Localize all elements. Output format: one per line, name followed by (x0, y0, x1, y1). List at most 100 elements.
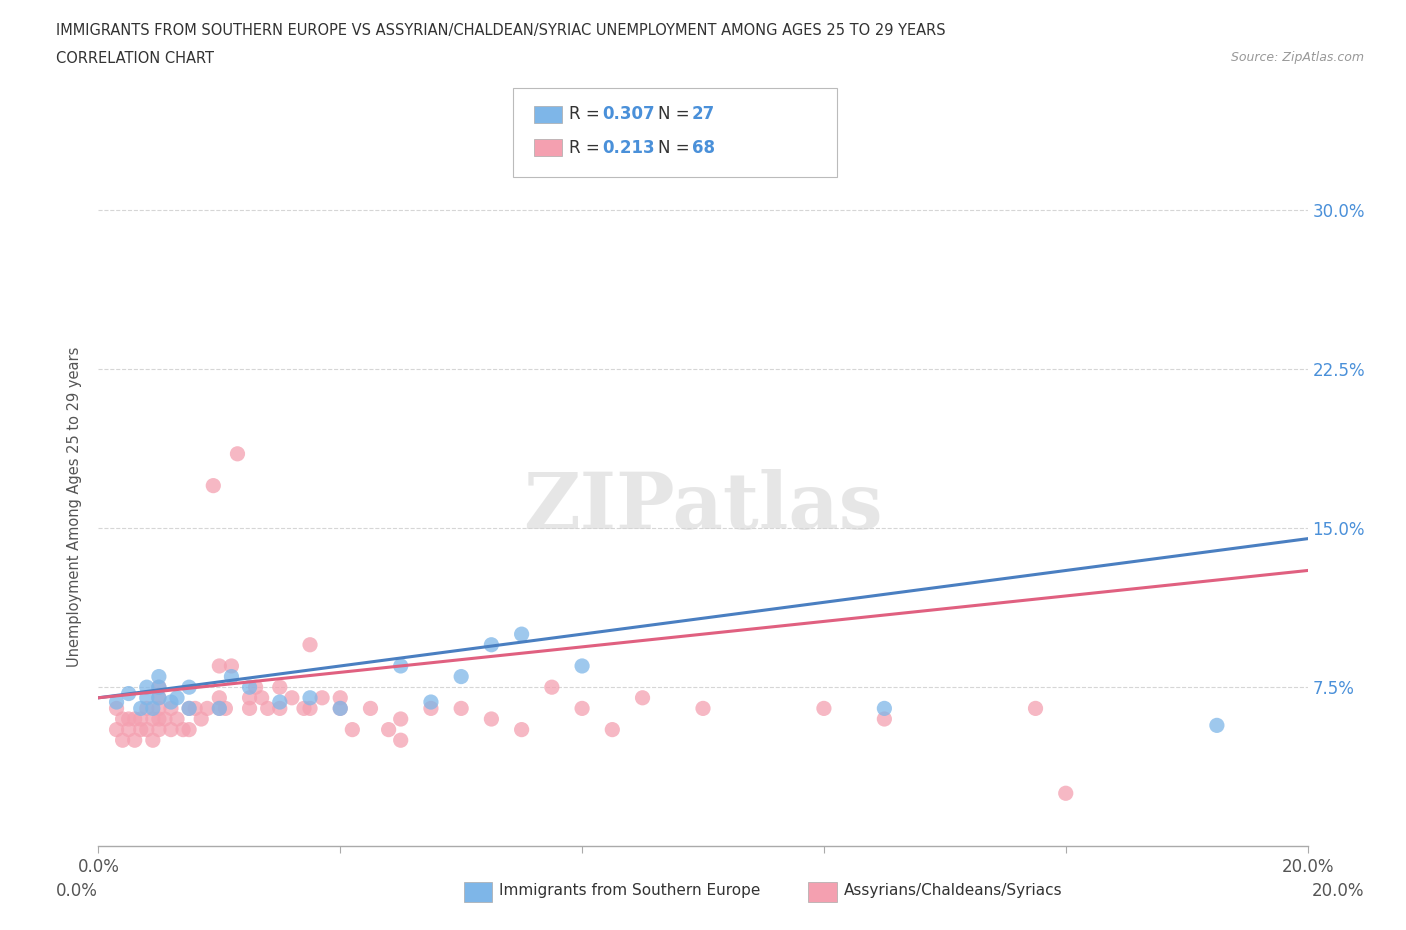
Point (142, 701, 165, 716)
Point (389, 711, 412, 726)
Point (221, 670, 243, 684)
Text: R =: R = (569, 105, 606, 124)
Point (873, 701, 896, 716)
Point (377, 723, 399, 737)
Point (510, 627, 533, 642)
Point (450, 670, 472, 684)
Point (813, 701, 835, 716)
Point (239, 690, 262, 705)
Point (172, 723, 194, 737)
Point (481, 637, 503, 652)
Point (202, 478, 225, 493)
Point (420, 695, 443, 710)
Text: R =: R = (569, 139, 610, 157)
Point (184, 701, 207, 716)
Text: ZIPatlas: ZIPatlas (523, 469, 883, 545)
Point (226, 446, 249, 461)
Point (481, 711, 503, 726)
Text: IMMIGRANTS FROM SOUTHERN EUROPE VS ASSYRIAN/CHALDEAN/SYRIAC UNEMPLOYMENT AMONG A: IMMIGRANTS FROM SOUTHERN EUROPE VS ASSYR… (56, 23, 946, 38)
Point (190, 711, 212, 726)
Point (160, 723, 183, 737)
Point (208, 690, 231, 705)
Point (256, 701, 278, 716)
Point (269, 695, 291, 710)
Point (160, 695, 183, 710)
Point (118, 711, 141, 726)
Point (105, 695, 128, 710)
Point (111, 733, 134, 748)
Point (250, 690, 273, 705)
Point (360, 701, 382, 716)
Point (1024, 701, 1046, 716)
Point (148, 711, 170, 726)
Y-axis label: Unemployment Among Ages 25 to 29 years: Unemployment Among Ages 25 to 29 years (67, 347, 83, 667)
Point (329, 701, 352, 716)
Point (148, 701, 170, 716)
Point (148, 690, 170, 705)
Point (148, 670, 170, 684)
Point (111, 711, 134, 726)
Point (124, 733, 146, 748)
Point (239, 680, 262, 695)
Point (118, 723, 141, 737)
Point (208, 701, 231, 716)
Text: Source: ZipAtlas.com: Source: ZipAtlas.com (1230, 51, 1364, 64)
Point (214, 701, 236, 716)
Point (153, 711, 176, 726)
Point (148, 680, 170, 695)
Point (299, 637, 322, 652)
Point (311, 690, 333, 705)
Point (221, 658, 243, 673)
Point (540, 680, 562, 695)
Text: 0.307: 0.307 (602, 105, 654, 124)
Point (299, 690, 322, 705)
Point (148, 723, 170, 737)
Point (135, 701, 157, 716)
Point (160, 701, 183, 716)
Point (179, 680, 201, 695)
Point (135, 723, 157, 737)
Point (281, 690, 304, 705)
Point (118, 686, 141, 701)
Point (124, 711, 146, 726)
Point (105, 701, 128, 716)
Text: N =: N = (658, 139, 695, 157)
Point (342, 723, 364, 737)
Text: 27: 27 (692, 105, 716, 124)
Point (179, 701, 201, 716)
Point (602, 723, 624, 737)
Point (571, 701, 593, 716)
Point (179, 701, 201, 716)
Point (148, 690, 170, 705)
Point (299, 701, 322, 716)
Point (148, 680, 170, 695)
Point (389, 733, 412, 748)
Text: Immigrants from Southern Europe: Immigrants from Southern Europe (499, 884, 761, 898)
Point (239, 701, 262, 716)
Point (166, 711, 188, 726)
Text: CORRELATION CHART: CORRELATION CHART (56, 51, 214, 66)
Point (420, 701, 443, 716)
Point (129, 711, 152, 726)
Point (450, 701, 472, 716)
Point (195, 701, 218, 716)
Point (166, 690, 188, 705)
Text: 0.0%: 0.0% (56, 882, 98, 900)
Point (142, 711, 165, 726)
Point (208, 701, 231, 716)
Point (510, 723, 533, 737)
Point (245, 680, 267, 695)
Point (389, 658, 412, 673)
Text: N =: N = (658, 105, 695, 124)
Point (208, 658, 231, 673)
Point (179, 723, 201, 737)
Text: 0.213: 0.213 (602, 139, 654, 157)
Text: 68: 68 (692, 139, 714, 157)
Point (1054, 786, 1077, 801)
Point (129, 701, 152, 716)
Point (269, 680, 291, 695)
Text: Assyrians/Chaldeans/Syriacs: Assyrians/Chaldeans/Syriacs (844, 884, 1062, 898)
Point (105, 723, 128, 737)
Point (692, 701, 714, 716)
Point (329, 701, 352, 716)
